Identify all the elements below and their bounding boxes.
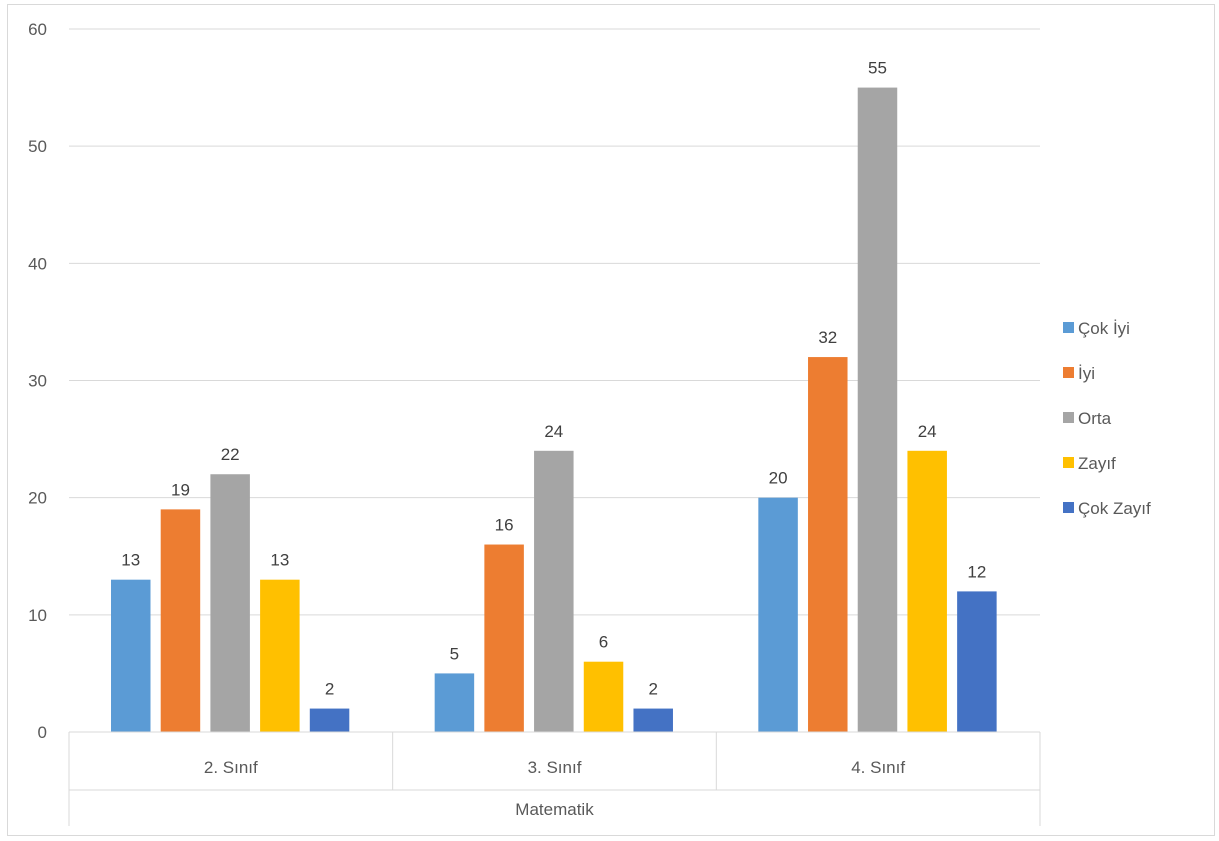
bars [111,87,997,733]
bar [434,673,475,732]
data-label: 13 [121,551,140,570]
bar [758,497,798,732]
bar [633,708,673,732]
y-tick-label: 60 [28,20,47,39]
y-tick-label: 10 [28,606,47,625]
bar [111,579,151,732]
y-tick-label: 40 [28,254,47,273]
data-label: 6 [599,633,608,652]
bar [583,661,624,732]
legend-item[interactable]: Orta [1063,409,1112,428]
legend[interactable]: Çok İyi İyi Orta Zayıf Çok Zayıf [1063,319,1151,518]
legend-label: İyi [1078,364,1095,383]
data-label: 20 [769,469,788,488]
y-tick-label: 0 [38,723,47,742]
bar [260,579,300,732]
data-label: 19 [171,480,190,499]
data-label: 55 [868,59,887,78]
bar [857,87,898,733]
legend-swatch [1063,367,1074,378]
data-label: 32 [818,328,837,347]
bar [484,544,524,732]
bar [309,708,350,732]
bar [534,450,574,732]
bar [160,509,201,732]
bar [210,474,250,732]
bar [957,591,997,732]
legend-label: Zayıf [1078,454,1116,473]
legend-label: Orta [1078,409,1112,428]
legend-label: Çok İyi [1078,319,1130,338]
data-labels: 13 19 22 13 2 5 16 24 6 2 20 32 55 24 12 [121,59,986,699]
legend-swatch [1063,457,1074,468]
x-axis: 2. Sınıf 3. Sınıf 4. Sınıf Matematik [68,731,1041,826]
y-tick-label: 30 [28,372,47,391]
data-label: 24 [544,422,563,441]
legend-swatch [1063,502,1074,513]
legend-swatch [1063,412,1074,423]
data-label: 24 [918,422,937,441]
x-category-label: 2. Sınıf [204,758,258,777]
legend-swatch [1063,322,1074,333]
bar [808,357,848,732]
legend-item[interactable]: Çok Zayıf [1063,499,1151,518]
legend-label: Çok Zayıf [1078,499,1151,518]
data-label: 16 [495,516,514,535]
data-label: 22 [221,445,240,464]
x-group-label: Matematik [515,800,594,819]
data-label: 2 [648,680,657,699]
y-tick-label: 50 [28,137,47,156]
x-category-label: 4. Sınıf [851,758,905,777]
y-axis-tick-labels: 0 10 20 30 40 50 60 [28,20,47,742]
data-label: 2 [325,680,334,699]
data-label: 13 [270,551,289,570]
legend-item[interactable]: Çok İyi [1063,319,1130,338]
data-label: 12 [967,562,986,581]
legend-item[interactable]: Zayıf [1063,454,1116,473]
data-label: 5 [450,644,459,663]
legend-item[interactable]: İyi [1063,364,1095,383]
bar [907,450,947,732]
x-category-label: 3. Sınıf [528,758,582,777]
y-tick-label: 20 [28,489,47,508]
